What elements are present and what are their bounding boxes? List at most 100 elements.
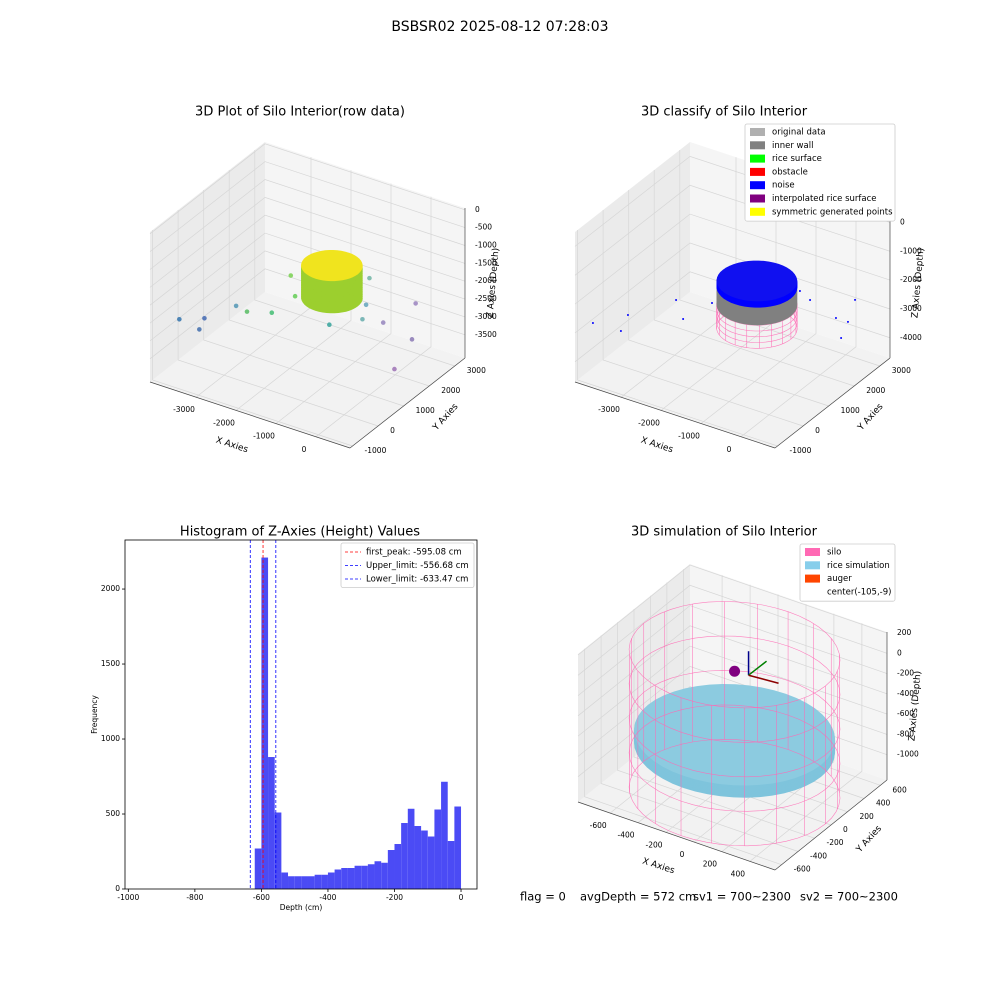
bar bbox=[294, 876, 302, 889]
bar bbox=[387, 850, 395, 889]
point bbox=[840, 336, 843, 339]
bar bbox=[414, 826, 422, 889]
grid-line bbox=[653, 170, 855, 387]
bar bbox=[327, 872, 335, 889]
x-tick-label: -200 bbox=[646, 840, 663, 849]
x-tick-label: -3000 bbox=[173, 405, 195, 414]
chart-title: Histogram of Z-Axies (Height) Values bbox=[180, 525, 420, 540]
y-tick-label: 2000 bbox=[866, 386, 885, 395]
legend-label: rice simulation bbox=[827, 561, 890, 571]
z-tick-label: -2000 bbox=[900, 275, 922, 284]
grid-line bbox=[574, 213, 891, 305]
y-axis-label: Frequency bbox=[90, 695, 99, 734]
legend-label: obstacle bbox=[772, 167, 808, 177]
z-tick-label: -500 bbox=[475, 223, 492, 232]
x-tick-label: -400 bbox=[319, 893, 336, 902]
z-tick-label: -200 bbox=[897, 669, 914, 678]
bar bbox=[407, 808, 415, 889]
x-tick-label: -800 bbox=[186, 893, 203, 902]
y-tick-label: 3000 bbox=[892, 366, 911, 375]
z-tick-label: -3000 bbox=[900, 304, 922, 313]
bar bbox=[347, 868, 355, 889]
x-tick-label: -200 bbox=[386, 893, 403, 902]
cylinder-ring bbox=[628, 601, 841, 709]
grid-line bbox=[235, 170, 352, 411]
legend-label: first_peak: -595.08 cm bbox=[366, 548, 462, 558]
x-tick-label: -2000 bbox=[638, 418, 660, 427]
footer-avg-depth: avgDepth = 572 cm bbox=[580, 890, 696, 904]
y-tick-label: 200 bbox=[859, 812, 874, 821]
legend-swatch bbox=[750, 207, 765, 216]
y-tick-label: 2000 bbox=[441, 386, 460, 395]
legend-label: symmetric generated points bbox=[772, 207, 893, 217]
plot-frame bbox=[124, 539, 478, 890]
footer-flag: flag = 0 bbox=[520, 890, 566, 904]
point bbox=[360, 316, 365, 322]
y-tick-label: 1000 bbox=[416, 406, 435, 415]
axis-line bbox=[774, 357, 891, 449]
legend-label: center(-105,-9) bbox=[827, 587, 891, 597]
grid-line bbox=[203, 190, 404, 407]
auger-axis bbox=[748, 660, 768, 676]
grid-line bbox=[149, 268, 466, 360]
legend-swatch bbox=[750, 154, 765, 163]
cylinder-layer bbox=[301, 250, 363, 282]
z-tick-label: 0 bbox=[900, 217, 905, 226]
point bbox=[409, 337, 415, 342]
y-tick-label: 0 bbox=[815, 426, 820, 435]
grid-line bbox=[574, 242, 891, 334]
auger bbox=[729, 665, 741, 677]
x-axis-label: Depth (cm) bbox=[280, 903, 323, 912]
point bbox=[682, 317, 685, 320]
legend-swatch bbox=[750, 167, 765, 176]
bar bbox=[434, 809, 442, 889]
legend-label: Upper_limit: -556.68 cm bbox=[366, 561, 469, 571]
z-tick-label: -400 bbox=[897, 689, 914, 698]
grid-line bbox=[149, 179, 466, 270]
x-tick-label: 400 bbox=[731, 869, 746, 878]
bar bbox=[427, 836, 435, 889]
bar bbox=[334, 869, 342, 889]
x-tick-label: -400 bbox=[618, 831, 635, 840]
bar bbox=[441, 781, 448, 889]
x-tick-label: -600 bbox=[590, 821, 607, 830]
chart-title: 3D classify of Silo Interior bbox=[641, 105, 808, 120]
bar bbox=[367, 864, 375, 889]
x-tick-label: 0 bbox=[727, 445, 732, 454]
x-tick-label: 0 bbox=[459, 893, 464, 902]
bar bbox=[401, 823, 408, 889]
grid-line bbox=[275, 183, 392, 424]
grid-line bbox=[600, 635, 799, 852]
pane-floor bbox=[150, 292, 465, 448]
point bbox=[854, 298, 857, 301]
point bbox=[269, 310, 275, 316]
legend-swatch bbox=[750, 141, 765, 150]
point bbox=[834, 316, 837, 319]
bar bbox=[268, 757, 275, 889]
x-tick-label: -1000 bbox=[253, 432, 275, 441]
x-tick-label: -1000 bbox=[117, 893, 139, 902]
z-tick-label: -1000 bbox=[900, 246, 922, 255]
footer-sv1: sv1 = 700~2300 bbox=[693, 890, 791, 904]
bar bbox=[288, 876, 295, 889]
y-tick-label: -400 bbox=[810, 851, 827, 860]
x-tick-label: 0 bbox=[302, 445, 307, 454]
footer-sv2: sv2 = 700~2300 bbox=[800, 890, 898, 904]
y-tick-label: 1000 bbox=[101, 734, 120, 743]
y-tick-label: 1500 bbox=[101, 659, 120, 668]
cylinder-layer bbox=[716, 260, 798, 302]
legend-swatch bbox=[805, 561, 820, 570]
z-tick-label: 0 bbox=[475, 205, 480, 214]
legend-swatch bbox=[805, 548, 820, 556]
legend-swatch bbox=[805, 574, 820, 583]
grid-line bbox=[177, 210, 379, 427]
y-tick-label: 3000 bbox=[467, 366, 486, 375]
bar bbox=[447, 841, 455, 889]
bar bbox=[321, 874, 328, 889]
z-tick-label: -1500 bbox=[475, 258, 497, 267]
point bbox=[197, 327, 202, 332]
pane-floor bbox=[575, 292, 890, 448]
y-tick-label: -1000 bbox=[790, 446, 812, 455]
grid-line bbox=[152, 230, 353, 447]
bar bbox=[394, 844, 402, 889]
